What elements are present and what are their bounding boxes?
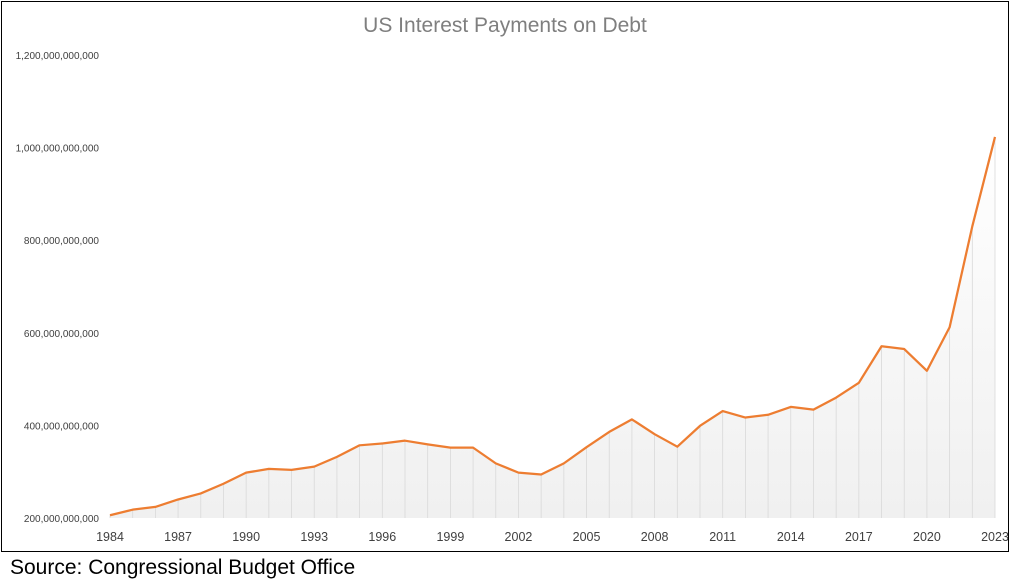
x-tick-label: 1999 (436, 530, 464, 544)
source-note: Source: Congressional Budget Office (10, 556, 356, 579)
x-tick-label: 2014 (777, 530, 805, 544)
chart-title: US Interest Payments on Debt (363, 14, 647, 37)
x-tick-label: 2023 (981, 530, 1008, 544)
drop-lines (109, 136, 996, 518)
x-tick-label: 2020 (913, 530, 941, 544)
series-polyline (109, 136, 997, 517)
chart-frame: US Interest Payments on Debt 200,000,000… (1, 1, 1009, 552)
x-tick-label: 2005 (573, 530, 601, 544)
y-tick-label: 200,000,000,000 (24, 514, 100, 525)
x-tick-label: 1984 (96, 530, 124, 544)
area-shape (110, 136, 995, 519)
y-tick-label: 600,000,000,000 (24, 329, 100, 340)
y-axis-ticks: 200,000,000,000 400,000,000,000 600,000,00… (16, 51, 100, 525)
y-tick-label: 1,000,000,000,000 (16, 144, 100, 155)
x-tick-label: 1987 (164, 530, 192, 544)
chart-svg: US Interest Payments on Debt 200,000,000… (16, 14, 1008, 544)
x-tick-label: 1990 (232, 530, 260, 544)
x-axis-ticks: 1984 1987 1990 1993 1996 1999 2002 2005 2008 2011… (96, 530, 1008, 544)
area-fill (110, 136, 995, 519)
x-tick-label: 2011 (709, 530, 736, 544)
x-tick-label: 2008 (641, 530, 669, 544)
series-line (109, 136, 997, 517)
y-tick-label: 800,000,000,000 (24, 236, 100, 247)
x-tick-label: 1996 (368, 530, 396, 544)
x-tick-label: 1993 (300, 530, 328, 544)
x-tick-label: 2002 (505, 530, 533, 544)
y-tick-label: 400,000,000,000 (24, 421, 100, 432)
x-tick-label: 2017 (845, 530, 873, 544)
y-tick-label: 1,200,000,000,000 (16, 51, 100, 62)
